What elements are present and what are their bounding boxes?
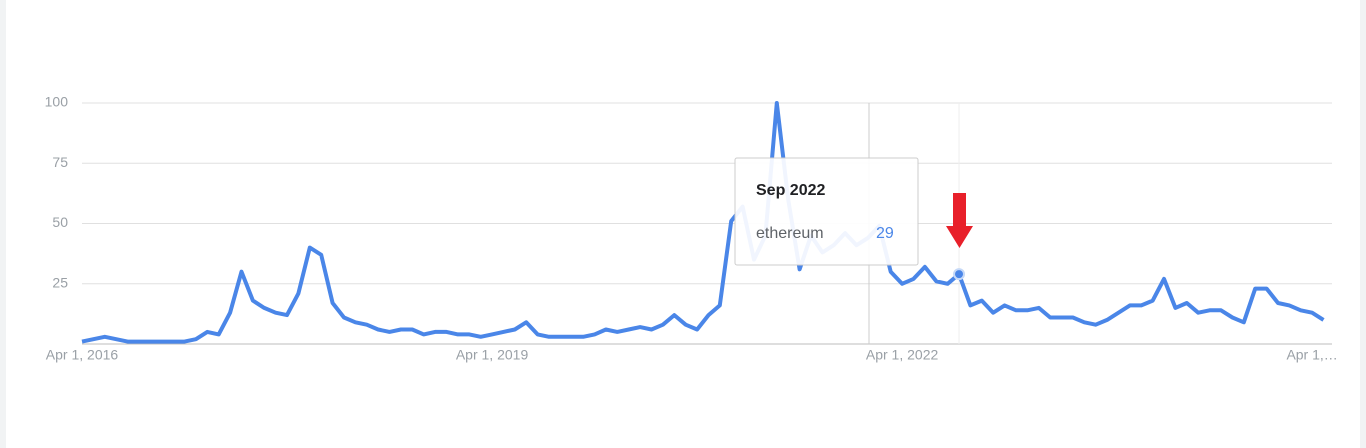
tooltip-title: Sep 2022	[756, 182, 825, 199]
hover-point	[953, 268, 966, 281]
y-tick-label: 50	[52, 214, 68, 230]
tooltip-series: ethereum	[756, 225, 824, 242]
y-tick-label: 25	[52, 274, 68, 290]
x-tick-label: Apr 1, 2019	[456, 347, 529, 363]
tooltip-box	[734, 157, 919, 266]
series-line	[81, 101, 1325, 344]
x-tick-label: Apr 1, 2016	[46, 347, 119, 363]
y-tick-label: 100	[45, 94, 69, 110]
tooltip: Sep 2022 ethereum 29	[734, 157, 919, 266]
arrow	[946, 193, 973, 248]
x-tick-label: Apr 1,…	[1286, 347, 1337, 363]
y-tick-label: 75	[52, 154, 68, 170]
x-tick-label: Apr 1, 2022	[866, 347, 939, 363]
tooltip-value: 29	[876, 225, 894, 242]
